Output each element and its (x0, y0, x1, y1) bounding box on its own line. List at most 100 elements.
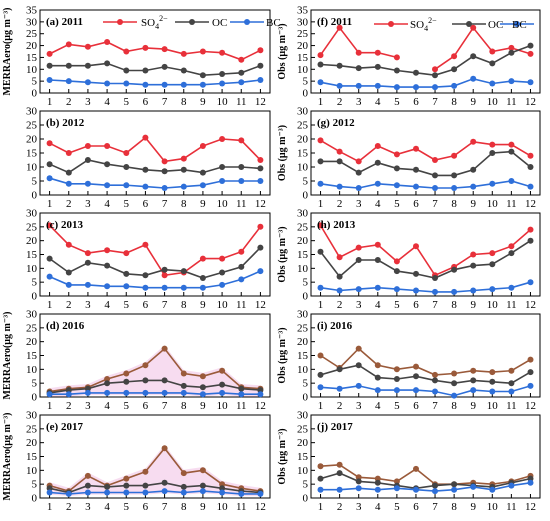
data-point-bc (199, 81, 206, 88)
series-line-bc (320, 281, 531, 293)
data-point-oc (413, 166, 419, 173)
x-tick-label: 6 (143, 400, 149, 412)
y-tick-label: 0 (303, 88, 309, 100)
y-tick-label: 30 (26, 208, 38, 220)
x-tick-label: 10 (217, 501, 229, 513)
data-point-oc (393, 67, 400, 74)
x-tick-label: 2 (66, 198, 72, 210)
data-point-bc (238, 79, 245, 86)
data-point-bc (123, 389, 130, 396)
data-point-bc (432, 84, 438, 91)
data-point-oc (104, 262, 111, 269)
data-point-so4 (238, 137, 245, 144)
x-tick-label: 3 (356, 400, 362, 412)
data-point-bc (180, 489, 187, 496)
data-point-so4 (393, 366, 400, 373)
bc-legend-marker (514, 21, 520, 27)
data-point-so4 (180, 370, 187, 377)
x-tick-label: 1 (318, 198, 324, 210)
data-point-oc (161, 266, 168, 273)
y-tick-label: 0 (303, 392, 309, 404)
x-tick-label: 7 (162, 299, 168, 311)
data-point-so4 (199, 143, 206, 149)
data-point-oc (199, 169, 206, 176)
data-point-so4 (219, 49, 226, 56)
data-point-so4 (317, 137, 324, 144)
data-point-so4 (527, 152, 534, 159)
x-tick-label: 6 (143, 501, 149, 513)
data-point-oc (238, 263, 245, 270)
x-tick-label: 2 (66, 501, 72, 513)
data-point-so4 (257, 223, 264, 230)
data-point-oc (219, 71, 226, 77)
y-tick-label: 25 (26, 423, 38, 435)
data-point-oc (123, 270, 130, 277)
y-tick-label: 10 (26, 364, 38, 376)
data-point-so4 (470, 251, 477, 258)
x-tick-label: 10 (217, 198, 229, 210)
data-point-oc (257, 62, 264, 69)
data-point-bc (84, 79, 91, 86)
data-point-oc (508, 250, 515, 257)
x-tick-label: 10 (487, 198, 499, 210)
data-point-so4 (161, 445, 168, 452)
y-tick-label: 0 (303, 190, 309, 202)
data-point-bc (257, 77, 264, 83)
x-tick-label: 3 (356, 96, 362, 108)
data-point-so4 (84, 43, 91, 50)
bc-legend-marker (244, 19, 250, 25)
panel-label: (j) 2017 (317, 421, 353, 433)
data-point-bc (355, 485, 362, 492)
y-axis-label: MERRAero(µg m⁻³) (2, 8, 13, 96)
data-point-so4 (219, 367, 226, 374)
x-tick-label: 2 (337, 400, 343, 412)
data-point-oc (527, 237, 534, 244)
data-point-bc (257, 391, 264, 398)
data-point-bc (123, 489, 130, 496)
x-tick-label: 5 (124, 299, 130, 311)
x-tick-label: 4 (104, 96, 110, 108)
data-point-so4 (413, 465, 419, 472)
y-tick-label: 20 (297, 437, 309, 449)
x-tick-label: 7 (432, 198, 438, 210)
y-tick-label: 10 (297, 364, 309, 376)
x-tick-label: 12 (255, 96, 266, 108)
data-point-so4 (393, 258, 400, 265)
data-point-so4 (317, 463, 324, 470)
data-point-bc (527, 382, 534, 389)
data-point-oc (238, 69, 245, 76)
x-tick-label: 10 (487, 400, 499, 412)
data-point-oc (219, 381, 226, 388)
y-tick-label: 15 (26, 148, 38, 160)
data-point-bc (489, 486, 496, 493)
data-point-bc (161, 185, 168, 191)
data-point-so4 (489, 250, 496, 257)
data-point-bc (508, 284, 515, 291)
data-point-oc (374, 374, 381, 381)
data-point-bc (257, 490, 264, 497)
data-point-bc (65, 281, 72, 288)
y-tick-label: 30 (26, 309, 38, 321)
data-point-oc (257, 387, 264, 394)
data-point-oc (65, 269, 72, 276)
series-line-oc (49, 159, 261, 174)
data-point-so4 (317, 352, 324, 359)
data-point-so4 (46, 222, 53, 229)
data-point-bc (393, 286, 400, 293)
x-tick-label: 12 (525, 198, 536, 210)
data-point-oc (355, 257, 362, 263)
x-tick-label: 3 (85, 299, 91, 311)
y-tick-label: 15 (26, 451, 38, 463)
data-point-bc (413, 287, 419, 294)
data-point-bc (317, 284, 324, 291)
x-tick-label: 12 (255, 299, 266, 311)
data-point-bc (238, 178, 245, 184)
y-axis-label: Obs (µg m⁻³) (277, 125, 288, 181)
data-point-bc (336, 183, 343, 190)
x-tick-label: 7 (432, 400, 438, 412)
data-point-oc (489, 261, 496, 268)
data-point-so4 (432, 157, 438, 163)
